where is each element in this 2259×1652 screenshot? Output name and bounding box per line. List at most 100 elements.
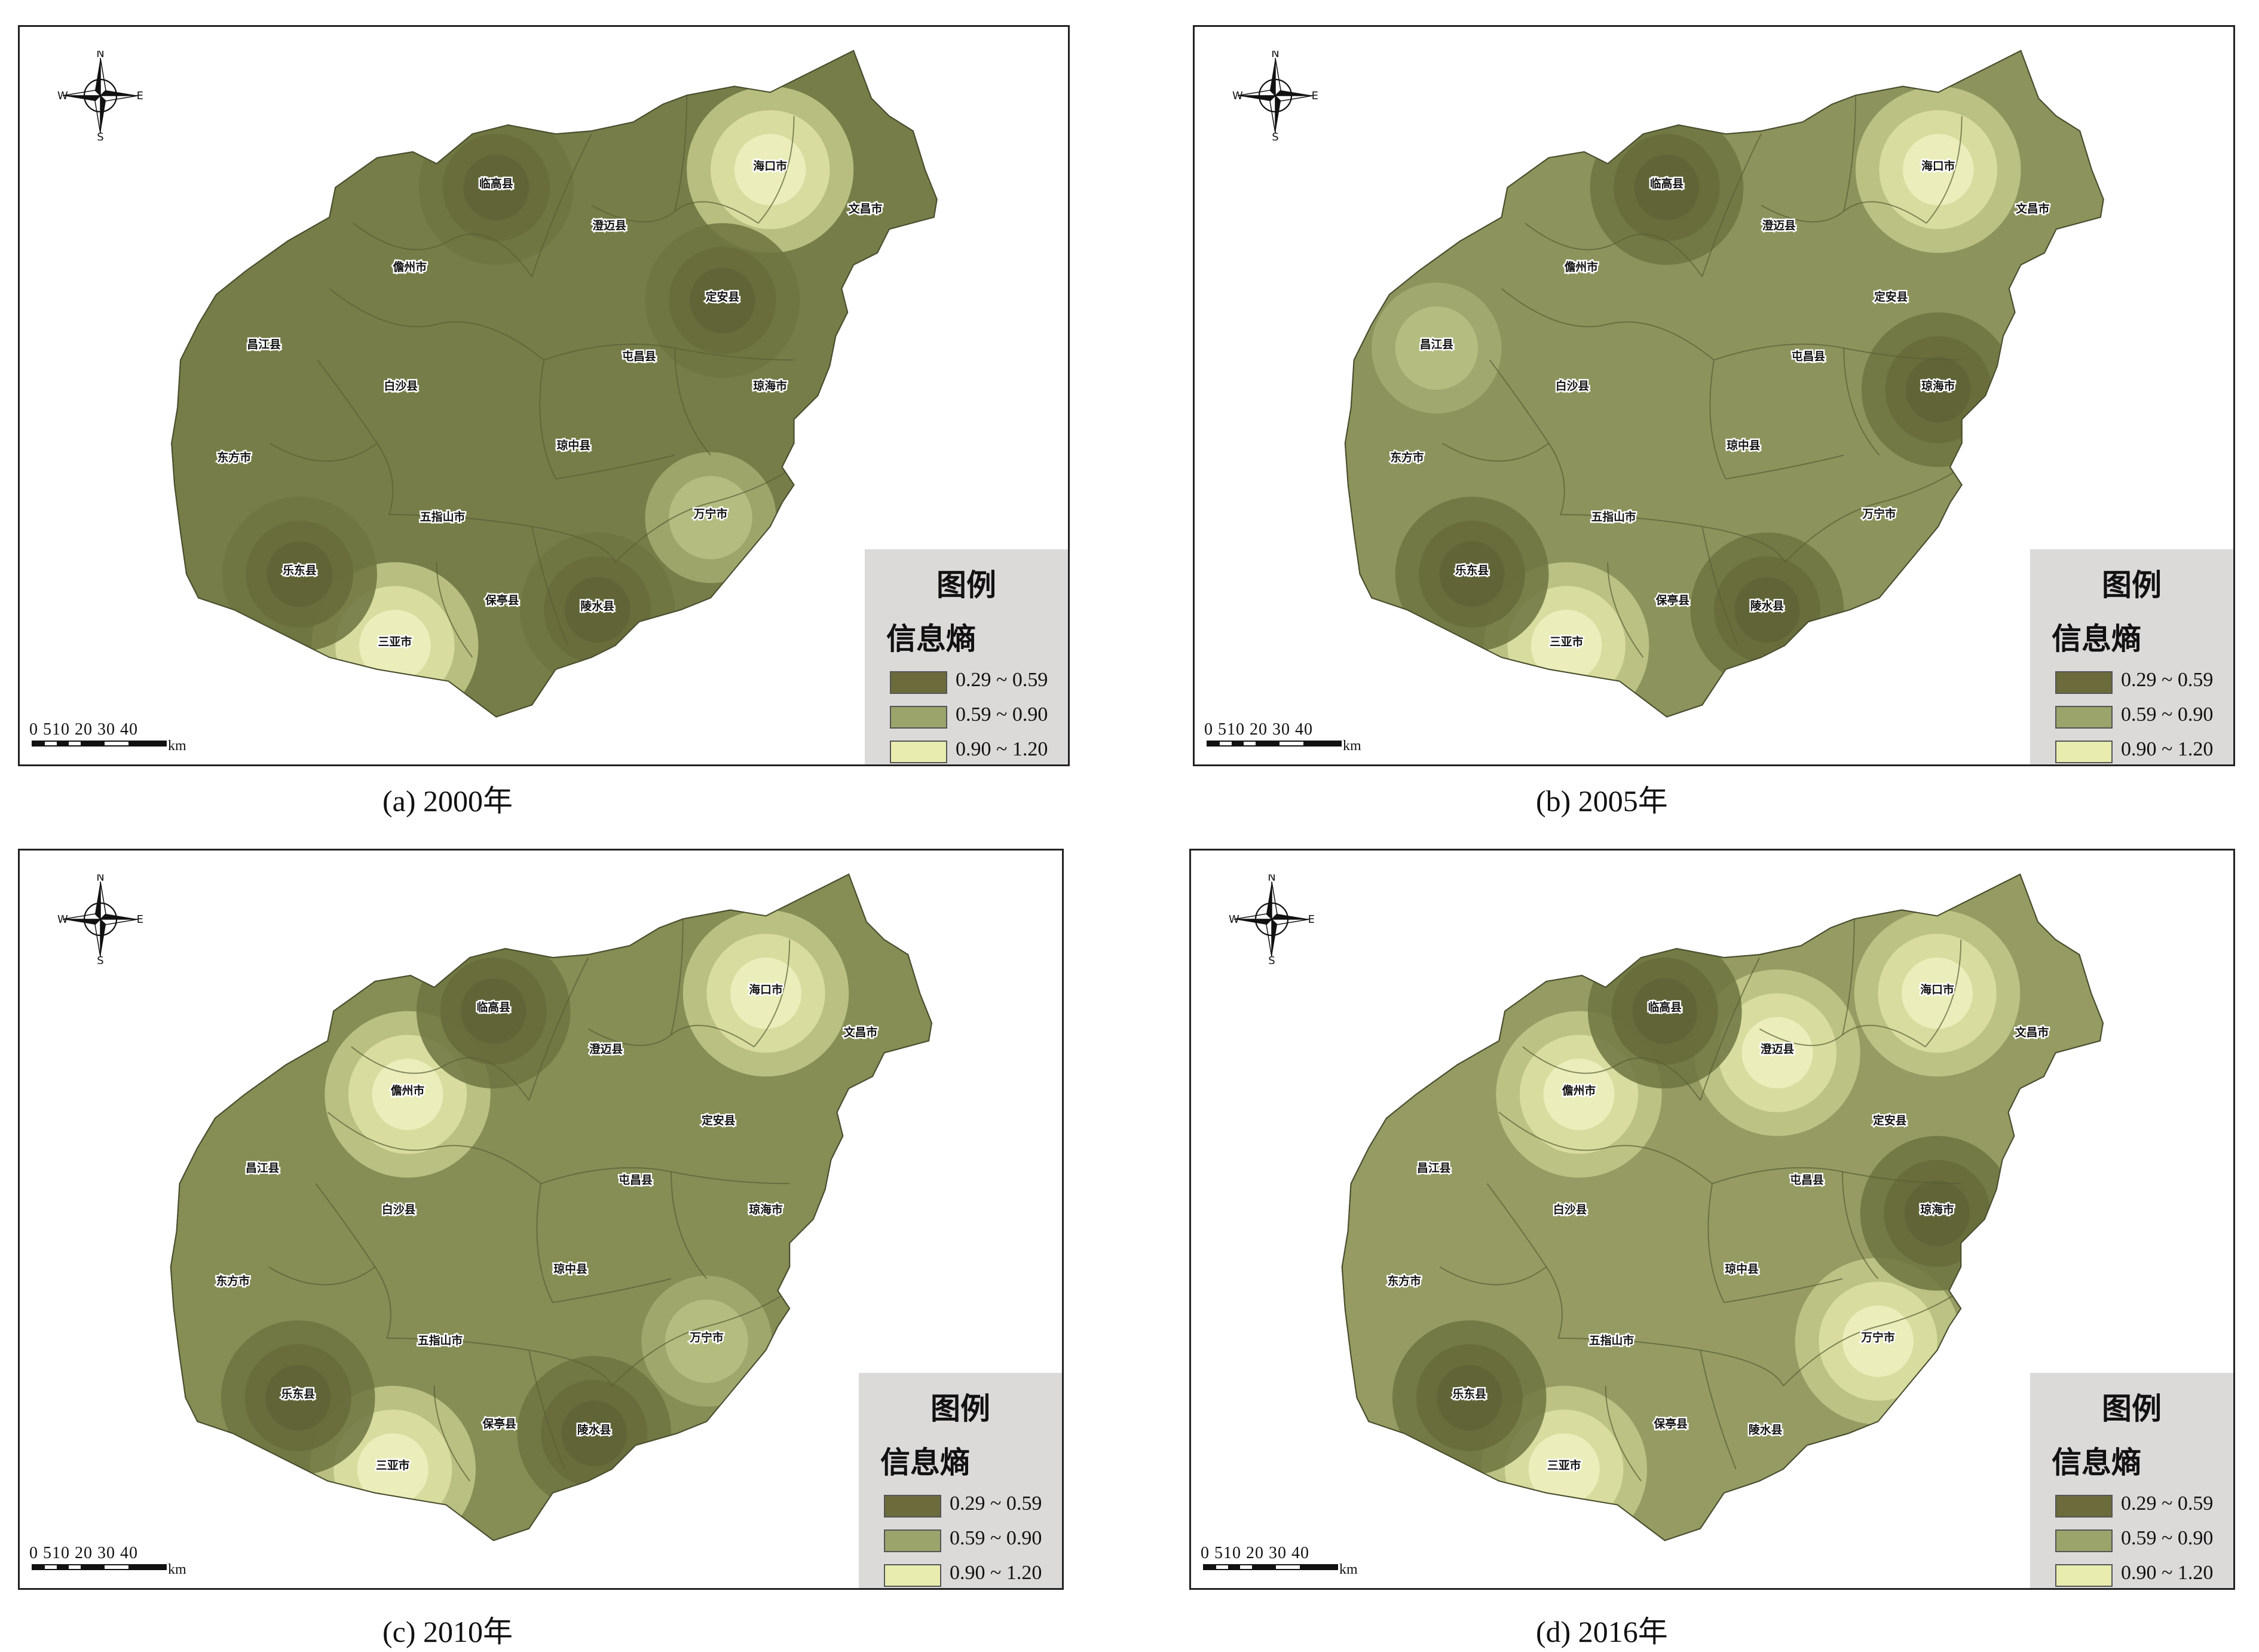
- town-label: 琼海市: [749, 1203, 783, 1216]
- legend-item: 0.90 ~ 1.20: [2055, 1559, 2233, 1588]
- town-label: 保亭县: [1653, 1417, 1688, 1430]
- legend-item: 0.59 ~ 0.90: [2055, 701, 2233, 736]
- town-label: 三亚市: [1547, 1458, 1581, 1472]
- county-boundary: [614, 466, 795, 563]
- town-label: 琼海市: [1921, 379, 1955, 393]
- compass-e: E: [137, 913, 143, 926]
- county-boundary: [1525, 222, 1703, 277]
- county-boundary: [387, 1338, 613, 1387]
- hotspot-high: [1528, 1433, 1600, 1505]
- hotspot-low: [564, 577, 630, 643]
- compass-s: S: [1268, 955, 1275, 964]
- panel-caption-2: (b) 2005年: [1536, 784, 1668, 818]
- county-boundary: [1842, 1171, 1879, 1280]
- scale-numbers: 0 510 20 30 40: [29, 720, 138, 739]
- town-label: 保亭县: [1655, 593, 1689, 607]
- town-label: 乐东县: [281, 1387, 315, 1401]
- town-label: 屯昌县: [622, 349, 656, 363]
- legend-label: 0.59 ~ 0.90: [956, 703, 1048, 726]
- hotspot-high: [1741, 1017, 1813, 1089]
- legend-subtitle: 信息熵: [886, 622, 976, 656]
- town-label: 陵水县: [580, 599, 614, 613]
- legend-title: 图例: [2102, 568, 2162, 602]
- hotspot-low: [690, 268, 755, 334]
- town-label: 三亚市: [378, 635, 412, 648]
- town-label: 定安县: [702, 1113, 736, 1127]
- panel-caption-3: (c) 2010年: [382, 1615, 513, 1648]
- scale-bar: 0 510 20 30 40 km: [29, 1544, 186, 1580]
- county-boundary: [317, 359, 394, 515]
- map-frame: 海口市 文昌市 临高县 澄迈县 儋州市 定安县 昌江县 屯昌县 白沙县 琼海市 东方市 琼中县 万宁市 五…: [1193, 25, 2235, 766]
- legend-title: 图例: [936, 568, 996, 602]
- map-panel-2: 海口市 文昌市 临高县 澄迈县 儋州市 定安县 昌江县 屯昌县 白沙县 琼海市 东方市 琼中县 万宁市 五…: [1193, 25, 2235, 766]
- town-label: 海口市: [1920, 983, 1954, 996]
- town-label: 儋州市: [393, 260, 427, 274]
- legend-label: 0.90 ~ 1.20: [2121, 738, 2214, 760]
- legend-label: 0.29 ~ 0.59: [2121, 669, 2214, 691]
- county-boundary: [531, 526, 568, 646]
- county-boundary: [1700, 957, 1761, 1101]
- hotspot-mid: [1395, 306, 1478, 390]
- town-label: 万宁市: [1860, 1330, 1895, 1344]
- compass-w: W: [57, 90, 68, 102]
- county-boundary: [1724, 1278, 1843, 1304]
- north-arrow-icon: N S W E: [56, 871, 145, 968]
- compass-n: N: [1271, 51, 1279, 60]
- county-boundary: [543, 343, 794, 361]
- town-label: 琼海市: [1920, 1203, 1954, 1216]
- hotspot-high: [730, 957, 801, 1029]
- county-boundary: [753, 940, 791, 1048]
- hotspot-high: [734, 134, 806, 206]
- town-label: 临高县: [479, 177, 513, 191]
- county-boundary: [388, 514, 616, 563]
- county-boundary: [1498, 1112, 1713, 1185]
- legend-item: 0.90 ~ 1.20: [2055, 736, 2233, 764]
- town-label: 昌江县: [246, 1161, 280, 1174]
- legend-title: 图例: [930, 1391, 990, 1426]
- legend-subtitle: 信息熵: [880, 1445, 970, 1480]
- compass-n: N: [1268, 874, 1275, 884]
- legend-item: 0.90 ~ 1.20: [884, 1559, 1062, 1588]
- legend-swatch: [2055, 1495, 2113, 1518]
- map-frame: 海口市 文昌市 临高县 澄迈县 儋州市 定安县 昌江县 屯昌县 白沙县 琼海市 东方市 琼中县 万宁市 五…: [18, 849, 1064, 1590]
- scale-bar-graphic: [32, 1564, 167, 1570]
- scale-unit: km: [1343, 738, 1361, 754]
- legend-label: 0.90 ~ 1.20: [950, 1562, 1042, 1584]
- county-boundary: [1784, 466, 1963, 563]
- town-label: 陵水县: [1750, 599, 1784, 613]
- legend-label: 0.59 ~ 0.90: [950, 1527, 1042, 1549]
- compass-e: E: [1308, 913, 1315, 926]
- hotspot-low: [1905, 357, 1971, 423]
- scale-bar-graphic: [32, 741, 167, 747]
- compass-s: S: [97, 131, 103, 140]
- town-label: 定安县: [1873, 1113, 1907, 1127]
- county-boundary: [270, 442, 378, 462]
- county-boundary: [1709, 360, 1727, 479]
- scale-bar: 0 510 20 30 40 km: [1204, 720, 1361, 756]
- town-label: 屯昌县: [619, 1173, 653, 1186]
- county-boundary: [1843, 348, 1880, 456]
- county-boundary: [528, 1350, 565, 1470]
- legend-subtitle: 信息熵: [2052, 622, 2141, 656]
- county-boundary: [552, 1278, 672, 1304]
- town-label: 儋州市: [1562, 1084, 1596, 1097]
- county-boundary: [539, 360, 556, 479]
- town-label: 昌江县: [247, 338, 281, 351]
- town-label: 儋州市: [1565, 260, 1598, 274]
- county-boundary: [758, 116, 795, 224]
- county-boundary: [1558, 1338, 1784, 1387]
- map-frame: 海口市 文昌市 临高县 澄迈县 儋州市 定安县 昌江县 屯昌县 白沙县 琼海市 东方市 琼中县 万宁市 五…: [1189, 849, 2235, 1590]
- map-panel-1: 海口市 文昌市 临高县 澄迈县 儋州市 定安县 昌江县 屯昌县 白沙县 琼海市 东方市 琼中县 万宁市 五…: [18, 25, 1070, 766]
- compass-e: E: [137, 90, 143, 102]
- hotspot-low: [461, 978, 527, 1044]
- county-boundary: [536, 1183, 553, 1303]
- entropy-surface: [221, 910, 849, 1541]
- legend-label: 0.29 ~ 0.59: [956, 669, 1048, 691]
- county-boundary: [528, 957, 589, 1101]
- town-label: 临高县: [1648, 1001, 1682, 1014]
- town-label: 白沙县: [384, 379, 418, 393]
- compass-e: E: [1312, 90, 1318, 102]
- hotspot-low: [1905, 1180, 1970, 1246]
